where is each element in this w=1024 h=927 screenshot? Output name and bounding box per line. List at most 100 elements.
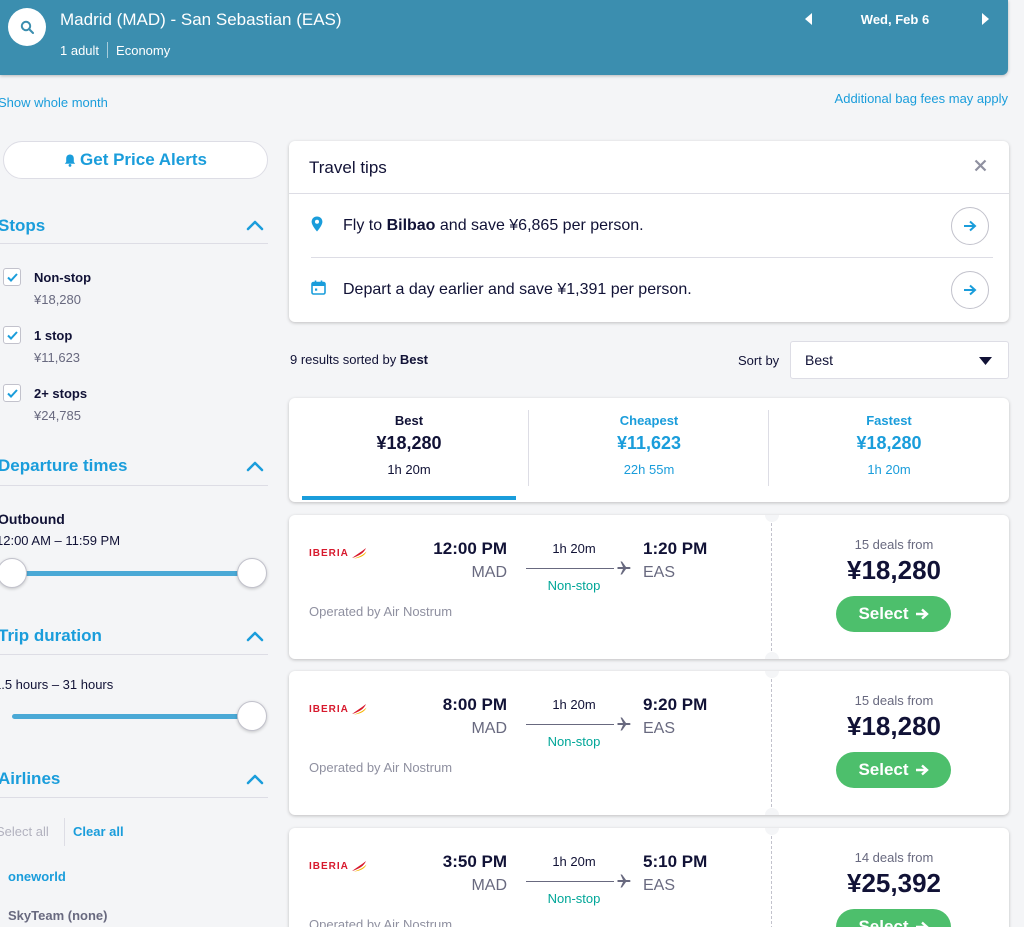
nonstop-checkbox[interactable] [3,268,21,286]
plane-icon [617,717,631,731]
tip-text-prefix: Fly to [343,217,387,234]
tab-cheapest[interactable]: Cheapest ¥11,623 22h 55m [529,398,769,502]
trip-info[interactable]: 1 adult Economy [60,42,170,58]
active-tab-indicator [302,496,516,500]
flight-result-card[interactable]: IBERIA Operated by Air Nostrum 8:00 PM M… [289,671,1009,815]
caret-right-icon [982,13,989,25]
deals-count: 14 deals from [854,850,934,865]
tip-text: Fly to Bilbao and save ¥6,865 per person… [343,217,644,235]
ticket-divider [771,679,772,807]
ticket-notch [765,652,779,659]
duration-slider-handle[interactable] [237,701,267,731]
departure-time: 12:00 PM [433,539,507,558]
select-flight-button[interactable]: Select [836,596,951,632]
ticket-divider [771,523,772,651]
departure-slider-min-handle[interactable] [0,558,27,588]
flight-result-card[interactable]: IBERIA Operated by Air Nostrum 3:50 PM M… [289,828,1009,927]
chevron-up-icon[interactable] [246,631,264,642]
departure-slider-max-handle[interactable] [237,558,267,588]
duration-slider-track[interactable] [12,714,252,719]
divider [64,818,65,846]
tips-divider [289,193,1009,194]
checkmark-icon [6,330,18,340]
flight-price: ¥25,392 [847,868,941,898]
deals-count: 15 deals from [854,537,934,552]
tab-best[interactable]: Best ¥18,280 1h 20m [289,398,529,502]
search-button[interactable] [8,8,46,46]
clear-all-link[interactable]: Clear all [73,824,124,839]
select-flight-button[interactable]: Select [836,752,951,788]
tip-text-suffix: and save ¥6,865 per person. [435,217,644,234]
stops-info: Non-stop [547,578,601,593]
next-date-button[interactable] [982,12,990,31]
divider [107,42,109,58]
previous-date-button[interactable] [804,12,812,31]
departure-slider-track[interactable] [12,571,252,576]
tip-earlier-date[interactable]: Depart a day earlier and save ¥1,391 per… [311,270,991,310]
show-whole-month-link[interactable]: Show whole month [0,95,108,110]
sort-by-label: Sort by [738,353,780,368]
trip-duration-heading[interactable]: Trip duration [0,626,102,645]
tab-label: Cheapest [619,413,679,428]
sort-dropdown[interactable]: Best [790,341,1009,379]
select-flight-button[interactable]: Select [836,909,951,927]
one-stop-checkbox[interactable] [3,326,21,344]
section-divider [0,485,268,486]
airlines-heading[interactable]: Airlines [0,769,61,788]
sort-tabs: Best ¥18,280 1h 20m Cheapest ¥11,623 22h… [289,398,1009,502]
iberia-logo-icon [351,548,367,559]
passenger-count: 1 adult [60,42,100,58]
arrival-airport: EAS [643,877,676,894]
tab-label: Fastest [866,413,912,428]
select-all-link[interactable]: Select all [0,824,49,839]
flight-result-card[interactable]: IBERIA Operated by Air Nostrum 12:00 PM … [289,515,1009,659]
chevron-up-icon[interactable] [246,220,264,231]
stops-info: Non-stop [547,734,601,749]
caret-left-icon [805,13,812,25]
tip-alternate-airport-button[interactable] [951,207,989,245]
nonstop-label[interactable]: Non-stop [34,270,92,285]
flight-duration: 1h 20m [552,854,596,869]
price-alerts-label: Get Price Alerts [80,150,207,169]
arrival-time: 9:20 PM [643,695,708,714]
cabin-class: Economy [116,42,171,58]
bell-icon [64,154,76,167]
departure-airport: MAD [471,564,507,581]
chevron-up-icon[interactable] [246,774,264,785]
two-plus-stops-label[interactable]: 2+ stops [34,386,88,401]
close-icon[interactable] [974,159,987,172]
chevron-up-icon[interactable] [246,461,264,472]
price-alerts-button[interactable]: Get Price Alerts [3,141,268,179]
airline-logo: IBERIA [309,547,367,559]
arrow-right-icon [915,608,929,620]
flight-price: ¥18,280 [847,555,941,585]
search-header: Madrid (MAD) - San Sebastian (EAS) 1 adu… [0,0,1008,75]
airline-name: IBERIA [309,860,349,872]
selected-date[interactable]: Wed, Feb 6 [860,12,930,27]
results-count-text: 9 results sorted by [290,352,400,367]
calendar-icon [311,280,337,300]
tip-earlier-date-button[interactable] [951,271,989,309]
tab-duration: 1h 20m [867,462,911,477]
stops-heading[interactable]: Stops [0,216,46,235]
alliance-oneworld[interactable]: oneworld [8,869,66,884]
flight-price: ¥18,280 [847,711,941,741]
results-sort-name: Best [399,352,429,367]
tab-price: ¥11,623 [616,433,682,453]
tab-duration: 1h 20m [387,462,431,477]
section-divider [0,243,268,244]
ticket-notch [765,808,779,815]
route-title[interactable]: Madrid (MAD) - San Sebastian (EAS) [60,10,342,29]
bag-fees-link[interactable]: Additional bag fees may apply [834,91,1008,106]
tab-fastest[interactable]: Fastest ¥18,280 1h 20m [769,398,1009,502]
airline-logo: IBERIA [309,703,367,715]
results-count: 9 results sorted by Best [290,352,428,367]
two-plus-stops-checkbox[interactable] [3,384,21,402]
arrow-right-icon [964,284,977,296]
tip-alternate-airport[interactable]: Fly to Bilbao and save ¥6,865 per person… [311,206,991,246]
tip-destination: Bilbao [386,217,436,234]
one-stop-label[interactable]: 1 stop [34,328,73,343]
departure-times-heading[interactable]: Departure times [0,456,128,475]
two-plus-stops-price: ¥24,785 [34,408,81,423]
airline-name: IBERIA [309,703,349,715]
